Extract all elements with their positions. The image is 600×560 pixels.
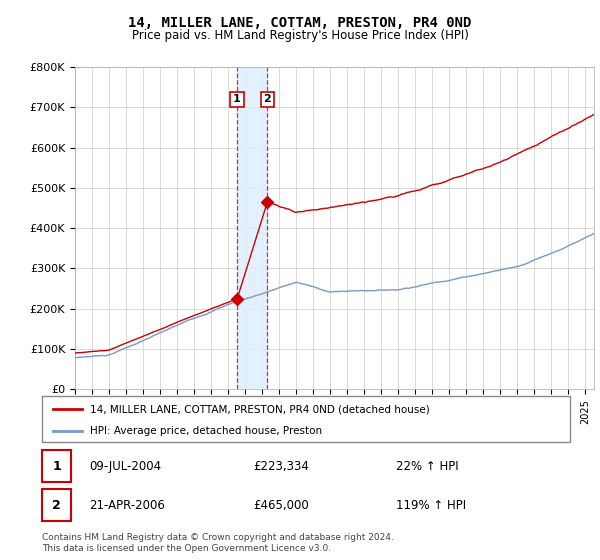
Text: 21-APR-2006: 21-APR-2006 [89,498,166,512]
Bar [42,489,71,521]
Text: HPI: Average price, detached house, Preston: HPI: Average price, detached house, Pres… [89,426,322,436]
Text: 1: 1 [52,460,61,473]
Text: 119% ↑ HPI: 119% ↑ HPI [396,498,466,512]
Text: 14, MILLER LANE, COTTAM, PRESTON, PR4 0ND (detached house): 14, MILLER LANE, COTTAM, PRESTON, PR4 0N… [89,404,429,414]
Text: Price paid vs. HM Land Registry's House Price Index (HPI): Price paid vs. HM Land Registry's House … [131,29,469,42]
Bar [237,67,268,389]
Bar [42,450,71,482]
Text: Contains HM Land Registry data © Crown copyright and database right 2024.
This d: Contains HM Land Registry data © Crown c… [42,533,394,553]
Text: 22% ↑ HPI: 22% ↑ HPI [396,460,458,473]
Text: 2: 2 [263,95,271,104]
Text: 14, MILLER LANE, COTTAM, PRESTON, PR4 0ND: 14, MILLER LANE, COTTAM, PRESTON, PR4 0N… [128,16,472,30]
Text: 1: 1 [233,95,241,104]
Text: 09-JUL-2004: 09-JUL-2004 [89,460,161,473]
Text: 2: 2 [52,498,61,512]
Text: £465,000: £465,000 [253,498,309,512]
Text: £223,334: £223,334 [253,460,309,473]
